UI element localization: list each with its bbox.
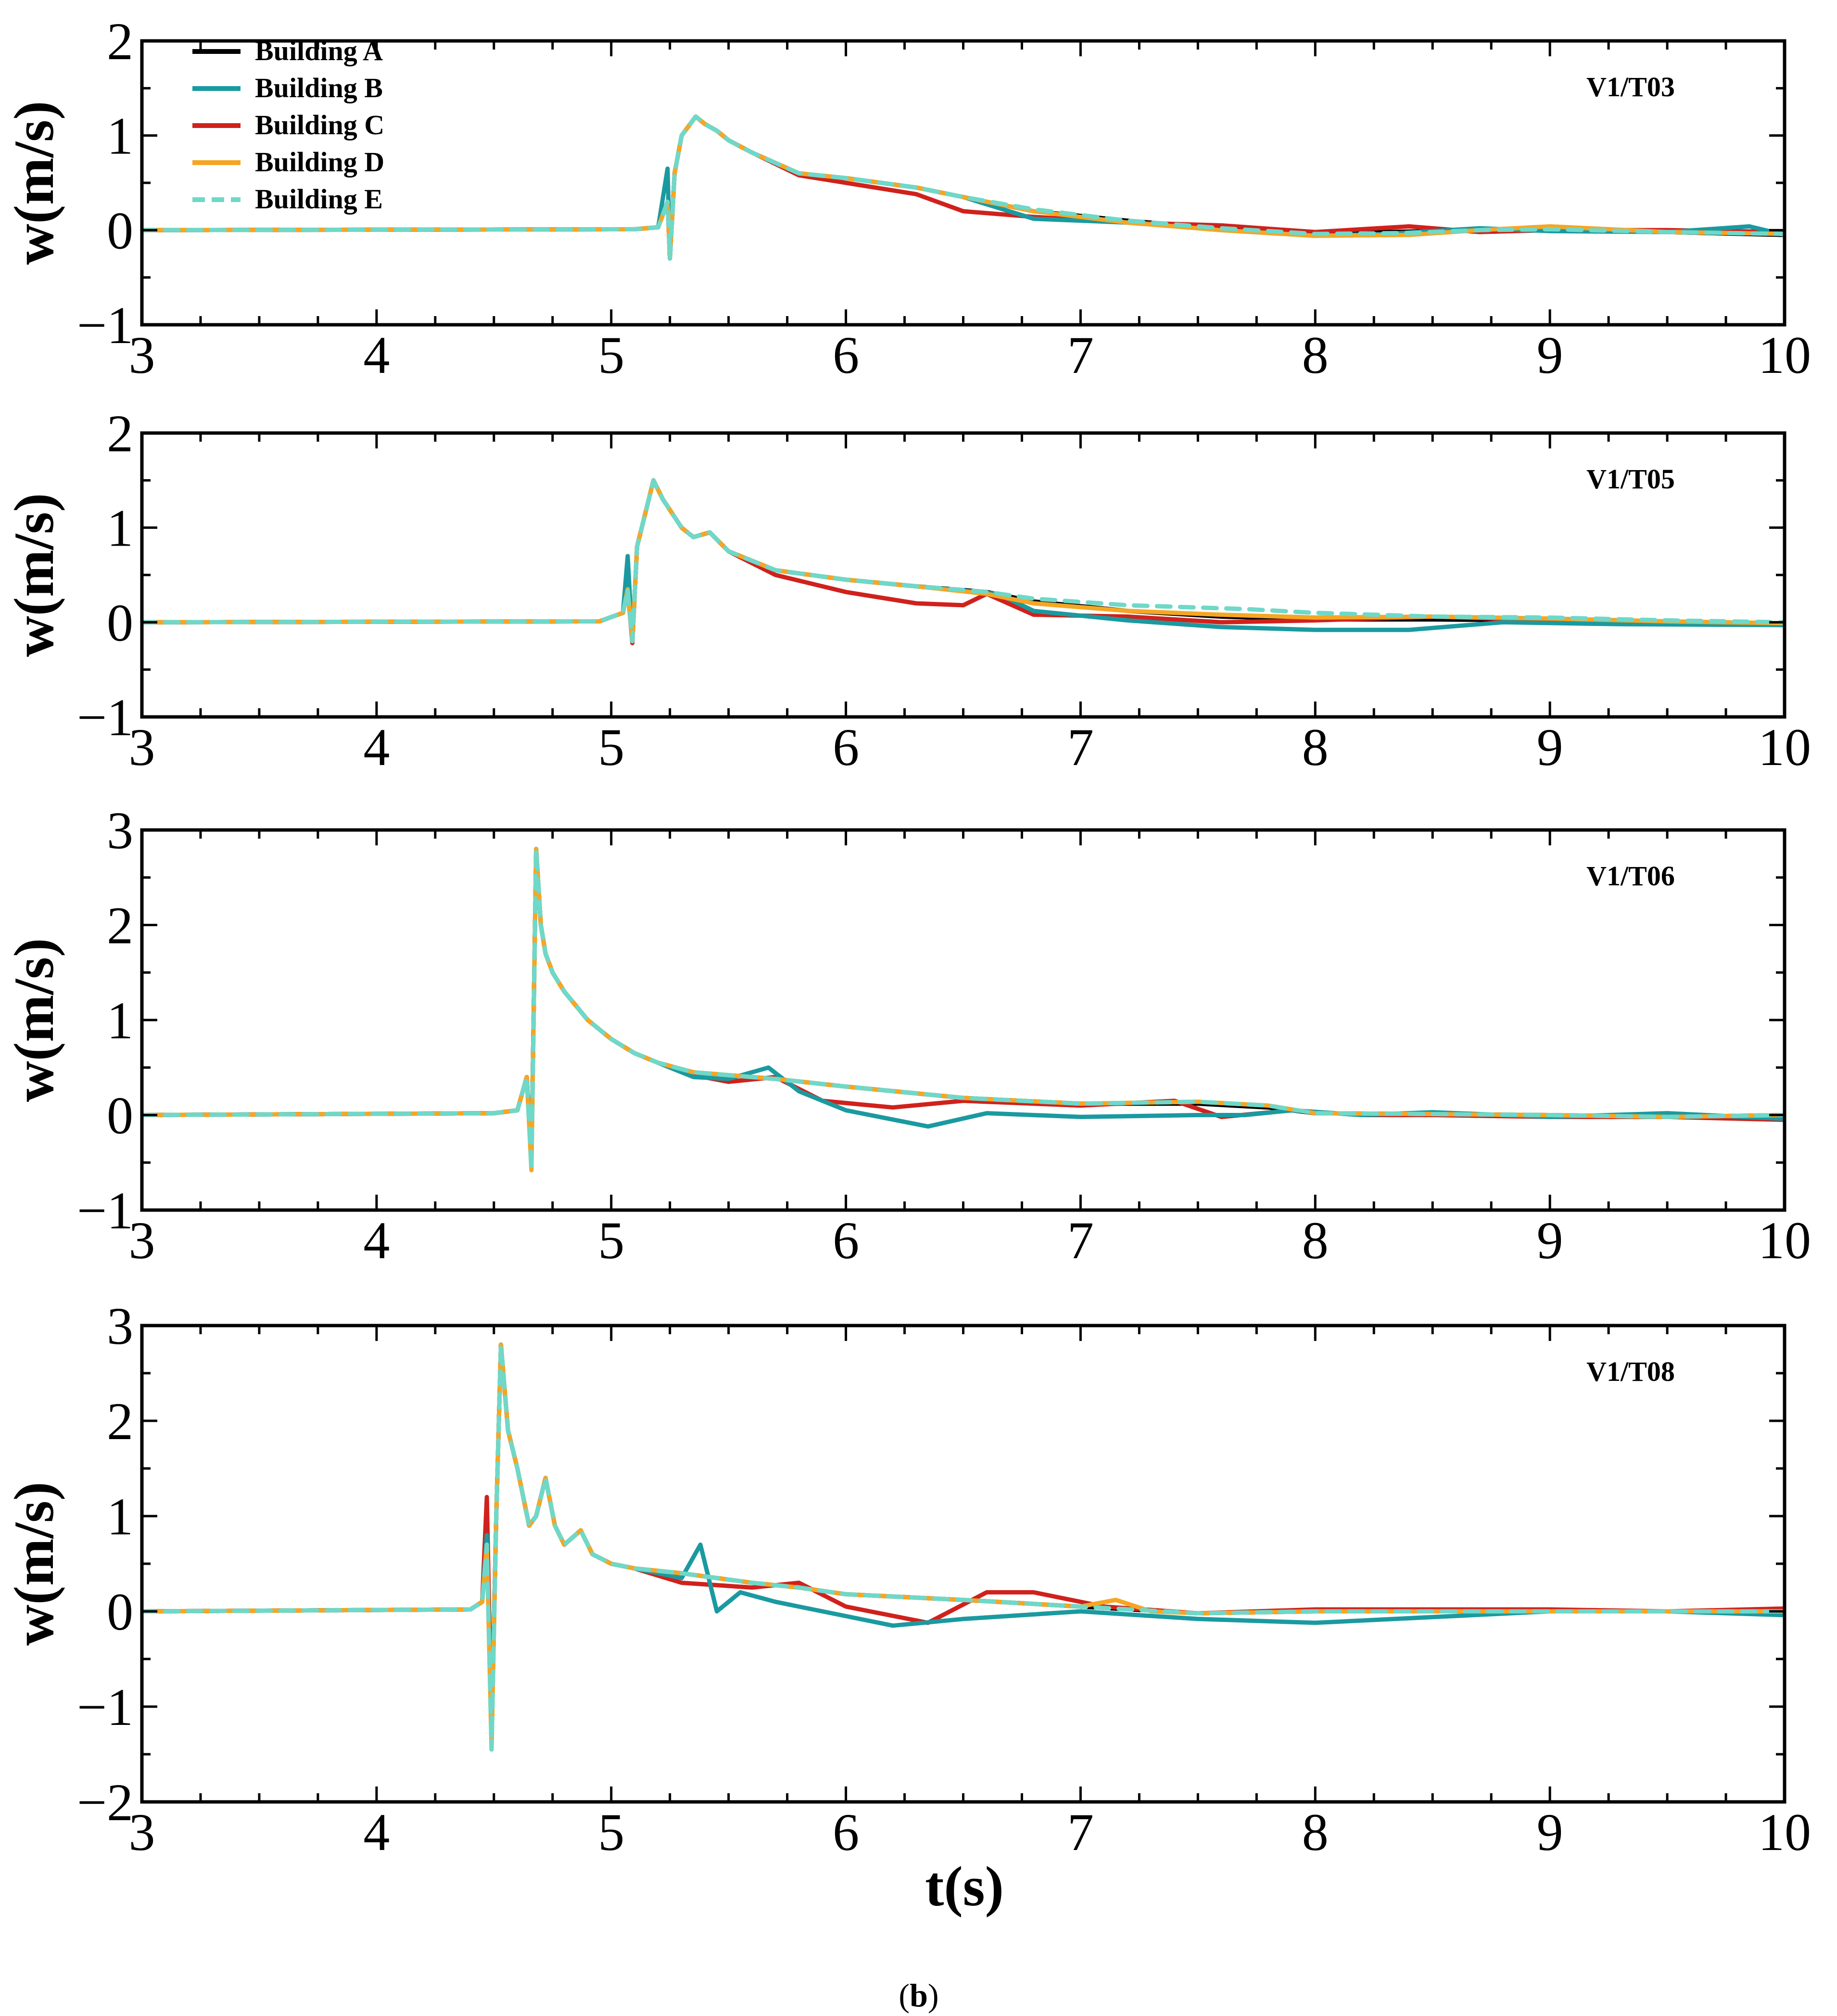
y-tick-label: −1 bbox=[77, 296, 133, 355]
legend-label: Building A bbox=[255, 35, 383, 66]
legend-label: Building C bbox=[255, 109, 384, 140]
series-line-building-e bbox=[142, 1342, 1785, 1752]
x-tick-label: 5 bbox=[598, 1803, 624, 1862]
y-tick-label: 0 bbox=[107, 593, 133, 652]
x-tick-label: 5 bbox=[598, 326, 624, 384]
x-tick-label: 10 bbox=[1758, 1211, 1811, 1270]
y-axis-label: w(m/s) bbox=[2, 938, 65, 1102]
series-group bbox=[142, 1342, 1785, 1752]
x-tick-label: 10 bbox=[1758, 326, 1811, 384]
legend-label: Building D bbox=[255, 146, 384, 178]
y-tick-label: 2 bbox=[107, 404, 133, 463]
panel-2: 3 4 5 6 7 8 9 10 −1 0 1 2 3 w(m/s) V1/T06 bbox=[2, 801, 1811, 1270]
x-tick-label: 7 bbox=[1067, 718, 1094, 777]
x-tick-label: 3 bbox=[129, 1803, 155, 1862]
x-tick-label: 10 bbox=[1758, 718, 1811, 777]
x-tick-label: 6 bbox=[833, 1211, 859, 1270]
series-line-building-e bbox=[142, 114, 1785, 261]
x-tick-label: 8 bbox=[1302, 1803, 1329, 1862]
x-tick-label: 3 bbox=[129, 718, 155, 777]
x-tick-label: 7 bbox=[1067, 326, 1094, 384]
panel-title: V1/T05 bbox=[1586, 463, 1675, 495]
x-tick-label: 6 bbox=[833, 1803, 859, 1862]
x-tick-label: 5 bbox=[598, 718, 624, 777]
y-tick-label: 2 bbox=[107, 896, 133, 955]
x-tick-label: 4 bbox=[363, 718, 390, 777]
x-tick-label: 5 bbox=[598, 1211, 624, 1270]
x-tick-label: 9 bbox=[1537, 326, 1563, 384]
y-tick-label: 2 bbox=[107, 1392, 133, 1451]
series-line-building-e bbox=[142, 847, 1785, 1173]
x-tick-label: 3 bbox=[129, 1211, 155, 1270]
x-tick-label: 8 bbox=[1302, 326, 1329, 384]
x-tick-label: 9 bbox=[1537, 1803, 1563, 1862]
legend-label: Building E bbox=[255, 183, 383, 215]
caption-close: ) bbox=[928, 1977, 939, 2014]
y-tick-label: 1 bbox=[107, 107, 133, 166]
y-tick-label: 3 bbox=[107, 801, 133, 860]
series-group bbox=[142, 114, 1785, 261]
x-tick-label: 10 bbox=[1758, 1803, 1811, 1862]
y-tick-label: 2 bbox=[107, 12, 133, 71]
x-tick-label: 4 bbox=[363, 1803, 390, 1862]
x-tick-label: 6 bbox=[833, 718, 859, 777]
legend: Building A Building B Building C Building D… bbox=[192, 35, 384, 215]
panel-0: 3 4 5 6 7 8 9 10 −1 0 1 2 w(m/s) V1/T03 bbox=[2, 12, 1811, 384]
y-axis-label: w(m/s) bbox=[2, 101, 65, 265]
y-tick-label: 1 bbox=[107, 499, 133, 558]
panel-1: 3 4 5 6 7 8 9 10 −1 0 1 2 w(m/s) V1/T05 bbox=[2, 404, 1811, 777]
panel-title: V1/T08 bbox=[1586, 1356, 1675, 1387]
series-group bbox=[142, 478, 1785, 646]
y-tick-label: −2 bbox=[77, 1773, 133, 1832]
caption-open: ( bbox=[899, 1977, 910, 2014]
y-tick-label: 0 bbox=[107, 201, 133, 260]
y-tick-label: 1 bbox=[107, 1487, 133, 1546]
y-tick-label: 1 bbox=[107, 991, 133, 1050]
x-tick-label: 9 bbox=[1537, 718, 1563, 777]
y-tick-label: 0 bbox=[107, 1086, 133, 1145]
legend-label: Building B bbox=[255, 72, 383, 103]
panel-title: V1/T03 bbox=[1586, 71, 1675, 102]
x-tick-label: 7 bbox=[1067, 1803, 1094, 1862]
x-tick-label: 7 bbox=[1067, 1211, 1094, 1270]
y-axis-label: w(m/s) bbox=[2, 1482, 65, 1646]
panel-title: V1/T06 bbox=[1586, 860, 1675, 892]
series-group bbox=[142, 847, 1785, 1173]
x-tick-label: 4 bbox=[363, 326, 390, 384]
y-tick-label: −1 bbox=[77, 1678, 133, 1736]
y-axis-label: w(m/s) bbox=[2, 493, 65, 657]
x-axis-label: t(s) bbox=[925, 1855, 1004, 1918]
y-tick-label: 0 bbox=[107, 1582, 133, 1641]
x-tick-label: 8 bbox=[1302, 718, 1329, 777]
x-tick-label: 6 bbox=[833, 326, 859, 384]
series-line-building-e bbox=[142, 478, 1785, 644]
y-tick-label: −1 bbox=[77, 1181, 133, 1240]
panel-3: 3 4 5 6 7 8 9 10 −2 −1 0 1 2 3 w(m/s) V1/T08 bbox=[2, 1297, 1811, 1862]
y-tick-label: 3 bbox=[107, 1297, 133, 1355]
x-tick-label: 8 bbox=[1302, 1211, 1329, 1270]
x-tick-label: 9 bbox=[1537, 1211, 1563, 1270]
caption-letter: b bbox=[910, 1977, 928, 2014]
figure-caption: (b) bbox=[899, 1977, 938, 2014]
y-tick-label: −1 bbox=[77, 688, 133, 747]
x-tick-label: 3 bbox=[129, 326, 155, 384]
x-tick-label: 4 bbox=[363, 1211, 390, 1270]
